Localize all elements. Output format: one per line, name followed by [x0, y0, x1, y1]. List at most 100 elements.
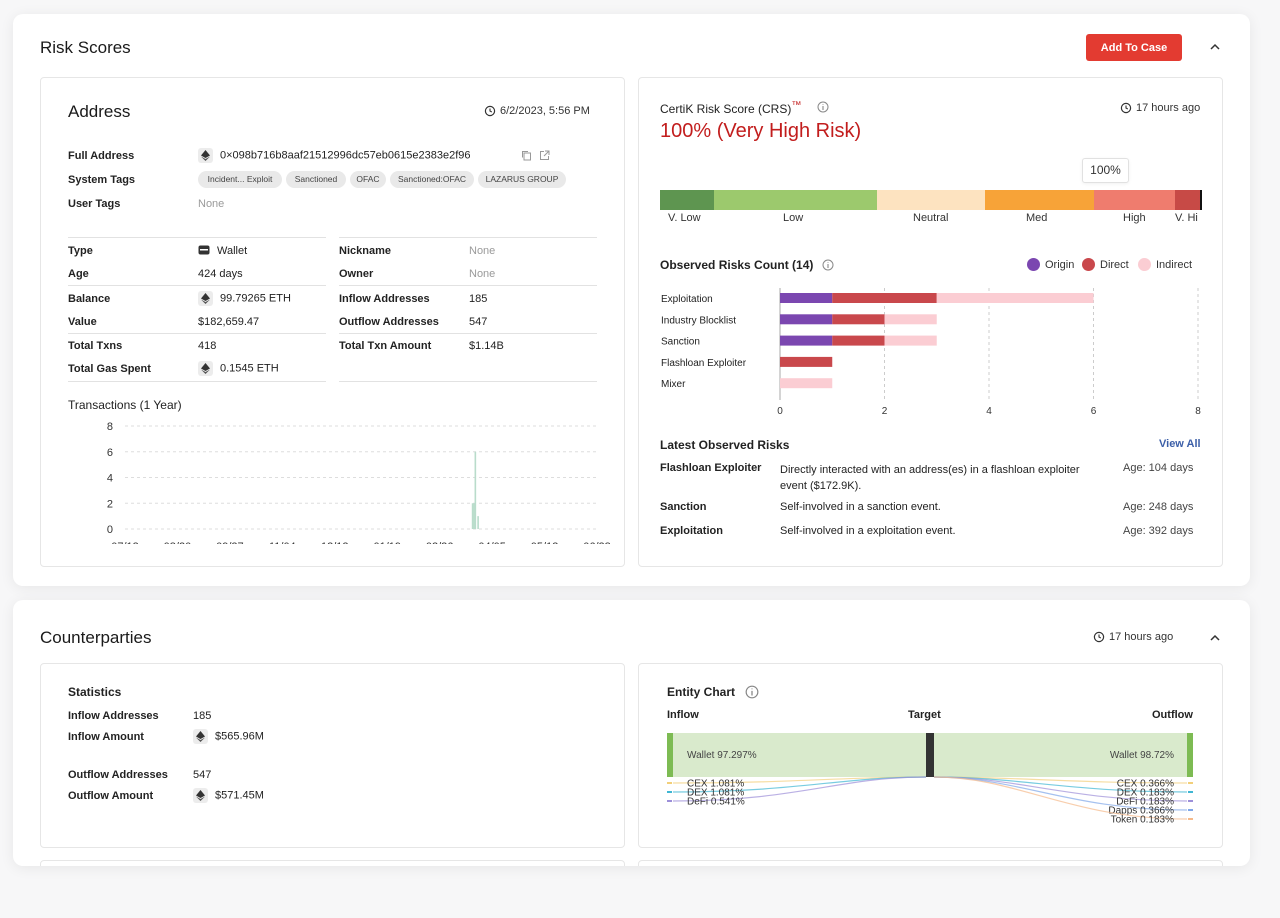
outflow-band: [934, 733, 1190, 777]
y-tick-label: 6: [107, 447, 113, 459]
scale-segment-low: [714, 190, 877, 210]
inflow-main-label: Wallet 97.297%: [687, 750, 757, 761]
add-to-case-button[interactable]: Add To Case: [1086, 34, 1182, 61]
history-clock-icon: [484, 105, 496, 117]
system-tag: Incident... Exploit: [198, 171, 282, 188]
risk-bar-segment: [936, 293, 1094, 303]
inflow-addresses-value: 185: [469, 293, 488, 305]
outflow-minor-link: [933, 776, 1188, 820]
address-timestamp: 6/2/2023, 5:56 PM: [500, 105, 590, 117]
ethereum-icon: [193, 788, 208, 803]
info-icon[interactable]: [745, 685, 759, 699]
category-label: Mixer: [661, 379, 686, 390]
latest-risk-name: Sanction: [660, 501, 707, 513]
x-tick-label: 06/28: [583, 541, 611, 544]
y-tick-label: 2: [107, 498, 113, 510]
divider: [68, 381, 326, 382]
divider: [68, 285, 326, 286]
age-label: Age: [68, 268, 89, 280]
view-all-link[interactable]: View All: [1159, 438, 1201, 450]
counterparties-section: Counterparties 17 hours ago Statistics I…: [13, 600, 1250, 866]
risk-bar-segment: [832, 314, 885, 325]
scale-segment-high: [1094, 190, 1175, 210]
outflow-minor-node: [1188, 809, 1193, 811]
transactions-chart: 0 2 4 6 8 07/13 08/20 09/27 11/04 12/12 01/19 02/26…: [107, 421, 611, 544]
risk-bar-segment: [780, 293, 833, 303]
category-label: Flashloan Exploiter: [661, 358, 747, 369]
stat-value: 547: [193, 769, 212, 781]
legend-indirect-dot: [1138, 258, 1151, 271]
stat-value: 185: [193, 710, 212, 722]
transaction-bar: [473, 503, 475, 529]
trademark-mark: ™: [791, 100, 802, 111]
info-icon[interactable]: [822, 259, 834, 271]
transactions-chart-title: Transactions (1 Year): [68, 398, 182, 412]
chevron-up-icon[interactable]: [1207, 39, 1223, 55]
outflow-minor-node: [1188, 782, 1193, 784]
crs-title: CertiK Risk Score (CRS): [660, 102, 792, 116]
x-tick-label: 8: [1195, 406, 1201, 417]
target-label: Target: [908, 709, 941, 721]
system-tags-label: System Tags: [68, 174, 136, 186]
legend-origin-label: Origin: [1045, 259, 1075, 271]
divider: [68, 237, 326, 238]
x-tick-label: 4: [986, 406, 992, 417]
x-tick-label: 12/12: [321, 541, 349, 544]
x-tick-label: 05/13: [531, 541, 559, 544]
risk-score-card: CertiK Risk Score (CRS)™ 17 hours ago 10…: [638, 77, 1223, 567]
latest-risk-name: Exploitation: [660, 525, 723, 537]
next-card-right: [638, 860, 1223, 866]
legend-direct-label: Direct: [1100, 259, 1129, 271]
stat-value: $571.45M: [215, 789, 264, 802]
entity-chart-card: Entity Chart Inflow Target Outflow Walle…: [638, 663, 1223, 848]
inflow-minor-node: [667, 800, 672, 802]
transaction-bar: [477, 516, 479, 529]
crs-score: 100% (Very High Risk): [660, 120, 862, 142]
stat-label: Outflow Amount: [68, 790, 154, 802]
outflow-minor-label: Token 0.183%: [1111, 815, 1174, 826]
risk-bar-segment: [780, 314, 833, 325]
latest-risk-age: Age: 104 days: [1123, 462, 1194, 474]
latest-risks-title: Latest Observed Risks: [660, 438, 790, 452]
inflow-minor-node: [667, 782, 672, 784]
score-marker-tooltip: 100%: [1082, 158, 1129, 183]
scale-label: Neutral: [913, 212, 949, 224]
history-clock-icon: [1120, 102, 1132, 114]
scale-segment-med: [985, 190, 1094, 210]
chevron-up-icon[interactable]: [1207, 630, 1223, 646]
divider: [339, 333, 597, 334]
risk-scores-section: Risk Scores Add To Case Address 6/2/2023…: [13, 14, 1250, 586]
system-tag: OFAC: [350, 171, 386, 188]
value-value: $182,659.47: [198, 316, 260, 328]
latest-risk-name: Flashloan Exploiter: [660, 462, 762, 474]
scale-label: High: [1123, 212, 1146, 224]
outflow-minor-label: Dapps 0.366%: [1108, 806, 1174, 817]
divider: [68, 333, 326, 334]
info-icon[interactable]: [817, 101, 829, 113]
x-tick-label: 0: [777, 406, 783, 417]
divider: [339, 237, 597, 238]
scale-segment-v-low: [660, 190, 714, 210]
balance-row: 99.79265 ETH: [198, 291, 291, 306]
total-gas-label: Total Gas Spent: [68, 363, 151, 375]
latest-risk-desc: Directly interacted with an address(es) …: [780, 464, 1080, 492]
total-gas-row: 0.1545 ETH: [198, 361, 279, 376]
inflow-minor-label: DeFi 0.541%: [687, 797, 745, 808]
stat-amount-row: $565.96M: [193, 729, 264, 744]
risk-bar-segment: [780, 335, 833, 346]
risk-scale-bar: [660, 190, 1202, 210]
risk-scores-title: Risk Scores: [40, 38, 131, 57]
y-tick-label: 0: [107, 524, 113, 536]
type-value-row: Wallet: [198, 245, 247, 257]
type-value: Wallet: [217, 245, 248, 257]
user-tags-value: None: [198, 198, 225, 210]
outflow-addresses-label: Outflow Addresses: [339, 316, 439, 328]
legend-indirect-label: Indirect: [1156, 259, 1193, 271]
x-tick-label: 6: [1091, 406, 1097, 417]
external-link-icon[interactable]: [539, 150, 550, 161]
copy-icon[interactable]: [521, 150, 532, 161]
scale-label: V. Hi: [1175, 212, 1198, 224]
full-address-value: 0×098b716b8aaf21512996dc57eb0615e2383e2f…: [220, 149, 471, 162]
y-tick-label: 4: [107, 473, 113, 485]
x-tick-label: 01/19: [373, 541, 401, 544]
